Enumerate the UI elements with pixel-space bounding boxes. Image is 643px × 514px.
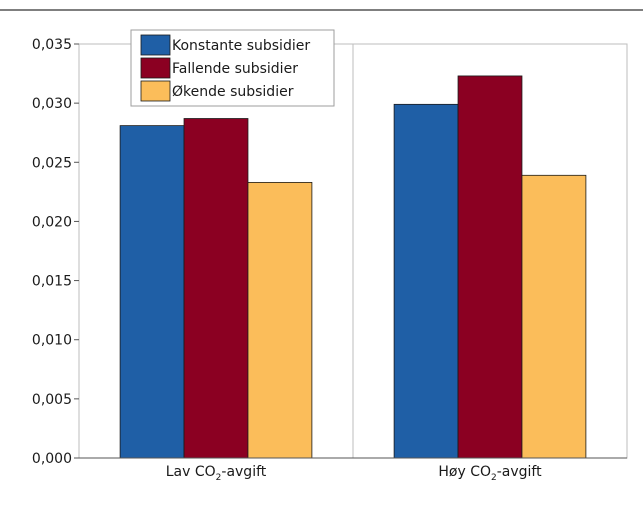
bar	[393, 103, 459, 459]
bar	[119, 125, 185, 459]
plot-area: 0,000 0,005 0,010 0,015 0,020 0,025 0,030 0,035…	[32, 37, 627, 483]
bar	[183, 118, 249, 459]
legend-swatch	[140, 34, 171, 56]
legend: Konstante subsidier Fallende subsidier Øke…	[130, 29, 335, 107]
legend-label: Konstante subsidier	[172, 38, 310, 54]
y-tick-label: 0,015	[32, 274, 72, 290]
legend-label: Økende subsidier	[172, 84, 294, 100]
y-tick-label: 0,035	[32, 37, 72, 53]
y-tick-label: 0,005	[32, 392, 72, 408]
category-label: Lav CO2-avgift	[166, 464, 267, 483]
y-tick-label: 0,025	[32, 155, 72, 171]
y-tick-label: 0,020	[32, 214, 72, 230]
legend-swatch	[140, 80, 171, 102]
y-tick-label: 0,030	[32, 96, 72, 112]
legend-swatch	[140, 57, 171, 79]
bar	[457, 75, 523, 459]
bar	[247, 181, 313, 459]
legend-label: Fallende subsidier	[172, 61, 298, 77]
y-tick-label: 0,000	[32, 451, 72, 467]
bar	[521, 174, 587, 459]
y-tick-label: 0,010	[32, 333, 72, 349]
category-label: Høy CO2-avgift	[438, 464, 542, 483]
